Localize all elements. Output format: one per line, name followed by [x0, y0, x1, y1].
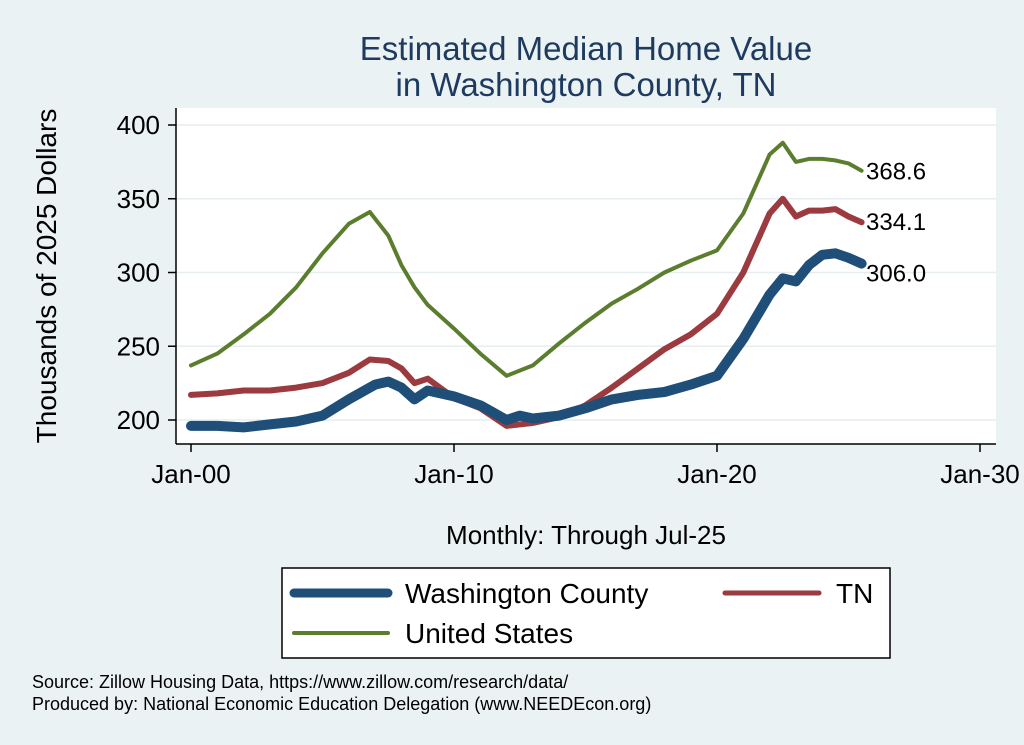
x-ticks: Jan-00 Jan-10 Jan-20 Jan-30	[151, 444, 1020, 489]
legend-label-tn: TN	[836, 578, 873, 609]
end-label-washington-county: 306.0	[866, 261, 926, 288]
plot-area	[176, 108, 996, 444]
y-axis-label: Thousands of 2025 Dollars	[31, 109, 62, 444]
legend-box	[281, 567, 891, 659]
chart-title-line-1: Estimated Median Home Value	[360, 30, 812, 67]
legend-label-washington-county: Washington County	[405, 578, 648, 609]
series-lines	[186, 140, 867, 433]
y-tick-label: 400	[117, 110, 160, 140]
end-labels: 306.0 334.1 368.6	[866, 158, 926, 287]
y-tick-label: 350	[117, 184, 160, 214]
end-label-tn: 334.1	[866, 209, 926, 236]
series-line-washington-county	[186, 248, 867, 433]
y-tick-label: 300	[117, 258, 160, 288]
y-tick-label: 250	[117, 331, 160, 361]
x-tick-label: Jan-30	[940, 459, 1020, 489]
end-label-united-states: 368.6	[866, 158, 926, 185]
series-line-united-states	[189, 140, 864, 378]
legend-label-united-states: United States	[405, 618, 573, 649]
x-tick-label: Jan-20	[677, 459, 757, 489]
axes	[175, 108, 996, 445]
x-tick-label: Jan-00	[151, 459, 231, 489]
chart-title-line-2: in Washington County, TN	[396, 66, 777, 103]
legend: Washington County TN United States	[281, 567, 891, 659]
x-axis-label: Monthly: Through Jul-25	[446, 520, 726, 550]
footnote-source: Source: Zillow Housing Data, https://www…	[32, 672, 569, 692]
footnote-produced-by: Produced by: National Economic Education…	[32, 694, 652, 714]
x-tick-label: Jan-10	[414, 459, 494, 489]
y-ticks: 200 250 300 350 400	[117, 110, 176, 435]
y-tick-label: 200	[117, 405, 160, 435]
